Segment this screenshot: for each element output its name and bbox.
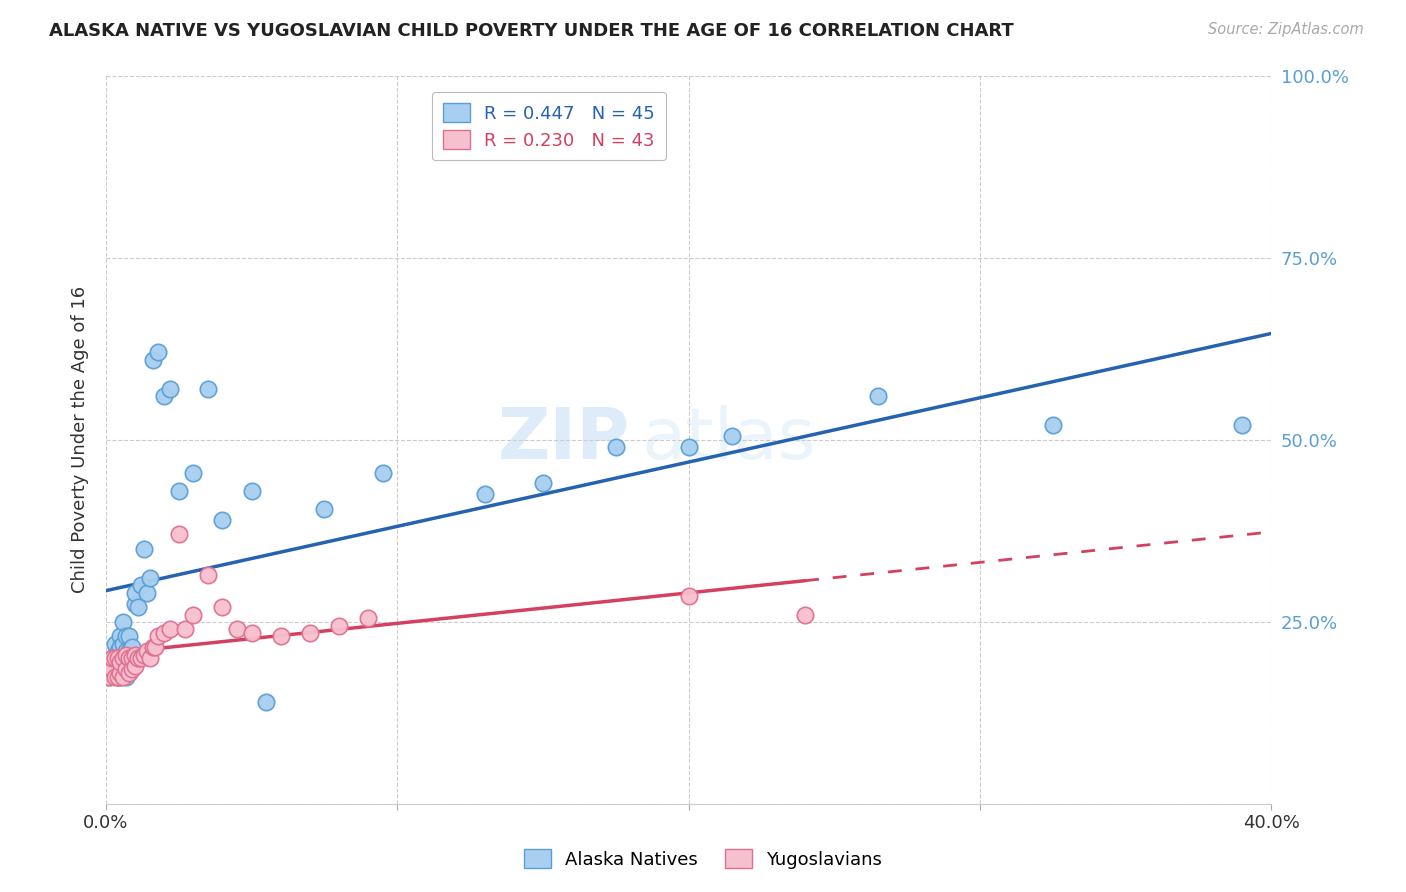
Point: [132, 541, 155, 556]
Point: [167, 483, 190, 498]
Point: [197, 382, 219, 396]
Point: [794, 607, 817, 622]
Point: [240, 625, 263, 640]
Point: [328, 618, 350, 632]
Point: [124, 658, 146, 673]
Point: [240, 483, 263, 498]
Point: [138, 651, 160, 665]
Point: [110, 655, 132, 669]
Point: [153, 389, 176, 403]
Point: [298, 625, 321, 640]
Point: [110, 640, 132, 655]
Point: [115, 644, 138, 658]
Point: [100, 651, 122, 665]
Point: [118, 644, 141, 658]
Point: [181, 466, 204, 480]
Point: [135, 644, 157, 658]
Point: [124, 597, 146, 611]
Point: [115, 648, 138, 662]
Point: [127, 651, 149, 665]
Point: [866, 389, 889, 403]
Point: [110, 665, 132, 680]
Legend: Alaska Natives, Yugoslavians: Alaska Natives, Yugoslavians: [516, 842, 890, 876]
Point: [121, 651, 143, 665]
Text: Source: ZipAtlas.com: Source: ZipAtlas.com: [1208, 22, 1364, 37]
Point: [145, 640, 167, 655]
Legend: R = 0.447   N = 45, R = 0.230   N = 43: R = 0.447 N = 45, R = 0.230 N = 43: [432, 92, 665, 161]
Point: [1230, 418, 1253, 433]
Point: [118, 665, 141, 680]
Point: [129, 578, 152, 592]
Point: [97, 658, 120, 673]
Point: [357, 611, 380, 625]
Text: atlas: atlas: [643, 405, 817, 475]
Point: [132, 648, 155, 662]
Point: [100, 662, 122, 676]
Point: [211, 600, 233, 615]
Point: [531, 476, 554, 491]
Point: [107, 651, 129, 665]
Point: [107, 669, 129, 683]
Point: [100, 651, 122, 665]
Point: [110, 669, 132, 683]
Point: [104, 669, 127, 683]
Point: [138, 571, 160, 585]
Point: [474, 487, 496, 501]
Point: [97, 669, 120, 683]
Point: [141, 352, 163, 367]
Point: [148, 345, 170, 359]
Point: [118, 651, 141, 665]
Point: [721, 429, 744, 443]
Point: [314, 502, 336, 516]
Point: [148, 629, 170, 643]
Point: [1042, 418, 1064, 433]
Point: [211, 513, 233, 527]
Point: [159, 382, 181, 396]
Point: [112, 669, 135, 683]
Point: [371, 466, 394, 480]
Point: [678, 590, 700, 604]
Point: [678, 440, 700, 454]
Point: [112, 615, 135, 629]
Point: [124, 585, 146, 599]
Point: [173, 622, 195, 636]
Point: [141, 640, 163, 655]
Text: ALASKA NATIVE VS YUGOSLAVIAN CHILD POVERTY UNDER THE AGE OF 16 CORRELATION CHART: ALASKA NATIVE VS YUGOSLAVIAN CHILD POVER…: [49, 22, 1014, 40]
Point: [118, 629, 141, 643]
Point: [115, 629, 138, 643]
Point: [112, 651, 135, 665]
Point: [104, 651, 127, 665]
Point: [104, 637, 127, 651]
Point: [104, 655, 127, 669]
Point: [110, 629, 132, 643]
Point: [226, 622, 249, 636]
Point: [129, 651, 152, 665]
Point: [605, 440, 627, 454]
Point: [270, 629, 292, 643]
Point: [107, 644, 129, 658]
Point: [100, 662, 122, 676]
Point: [254, 695, 277, 709]
Point: [135, 585, 157, 599]
Point: [112, 637, 135, 651]
Point: [127, 600, 149, 615]
Point: [115, 662, 138, 676]
Point: [107, 669, 129, 683]
Point: [97, 669, 120, 683]
Point: [121, 662, 143, 676]
Point: [124, 648, 146, 662]
Point: [159, 622, 181, 636]
Point: [167, 527, 190, 541]
Text: ZIP: ZIP: [498, 405, 630, 475]
Point: [121, 640, 143, 655]
Point: [153, 625, 176, 640]
Y-axis label: Child Poverty Under the Age of 16: Child Poverty Under the Age of 16: [72, 286, 89, 593]
Point: [197, 567, 219, 582]
Point: [115, 669, 138, 683]
Point: [181, 607, 204, 622]
